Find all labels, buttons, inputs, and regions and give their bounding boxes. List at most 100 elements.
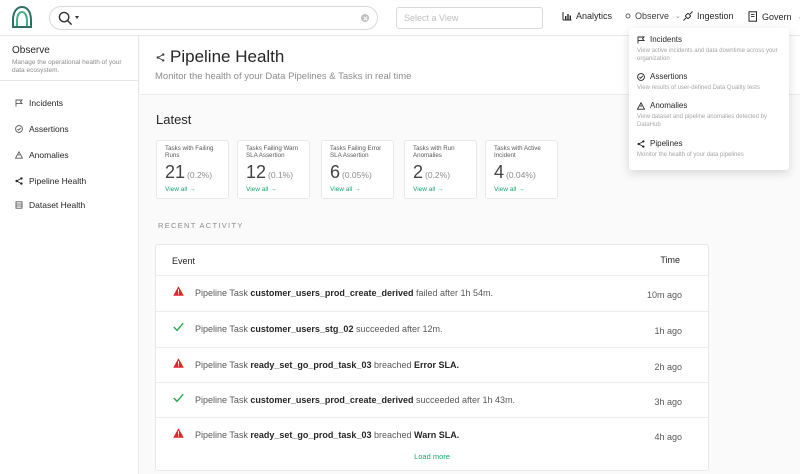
metric-value: 2 bbox=[413, 162, 424, 182]
sidebar-item-incidents[interactable]: Incidents bbox=[15, 98, 63, 108]
view-all-link[interactable]: View all → bbox=[165, 186, 196, 193]
page-subtitle: Monitor the health of your Data Pipeline… bbox=[155, 71, 412, 82]
flag-icon bbox=[15, 99, 23, 107]
event-text: Pipeline Task ready_set_go_prod_task_03 … bbox=[195, 360, 459, 370]
menu-item-title-row: Incidents bbox=[637, 35, 783, 44]
menu-item-pipelines[interactable]: Pipelines Monitor the health of your dat… bbox=[637, 139, 783, 160]
event-text: Pipeline Task customer_users_prod_create… bbox=[195, 395, 515, 405]
metric-card-active-incident: Tasks with Active Incident 4 (0.04%) View… bbox=[485, 140, 558, 199]
metric-label: Tasks with Run Anomalies bbox=[413, 145, 455, 159]
task-name[interactable]: customer_users_stg_02 bbox=[250, 324, 354, 334]
table-row[interactable]: Pipeline Task customer_users_prod_create… bbox=[156, 382, 708, 416]
check-circle-icon bbox=[15, 125, 23, 133]
event-detail: breached bbox=[373, 360, 412, 370]
metric-value: 6 bbox=[330, 162, 341, 182]
menu-item-assertions[interactable]: Assertions View results of user-defined … bbox=[637, 72, 783, 93]
warning-icon bbox=[15, 151, 23, 159]
nav-ingestion[interactable]: Ingestion bbox=[683, 11, 734, 21]
sidebar-item-assertions[interactable]: Assertions bbox=[15, 124, 69, 134]
nav-observe[interactable]: Observe ⌄ bbox=[625, 11, 681, 21]
event-detail: failed after 1h 54m. bbox=[416, 288, 494, 298]
menu-item-title-row: Pipelines bbox=[637, 139, 783, 148]
metric-card-warn-sla: Tasks Failing Warn SLA Assertion 12 (0.1%… bbox=[237, 140, 310, 199]
metric-card-error-sla: Tasks Failing Error SLA Assertion 6 (0.05… bbox=[321, 140, 394, 199]
sidebar-description: Manage the operational health of your da… bbox=[12, 59, 122, 74]
task-name[interactable]: ready_set_go_prod_task_03 bbox=[250, 360, 372, 370]
table-row[interactable]: Pipeline Task ready_set_go_prod_task_03 … bbox=[156, 347, 708, 381]
column-header-event: Event bbox=[172, 256, 196, 266]
chevron-down-icon: ⌄ bbox=[675, 13, 681, 20]
table-row[interactable]: Pipeline Task customer_users_stg_02 succ… bbox=[156, 311, 708, 345]
sidebar-item-dataset-health[interactable]: Dataset Health bbox=[15, 200, 85, 210]
view-all-link[interactable]: View all → bbox=[494, 186, 525, 193]
api-icon bbox=[683, 11, 693, 21]
page-title: Pipeline Health bbox=[170, 47, 285, 66]
menu-item-anomalies[interactable]: Anomalies View dataset and pipeline anom… bbox=[637, 101, 783, 129]
metric-value: 21 bbox=[165, 162, 186, 182]
metric-value: 12 bbox=[246, 162, 267, 182]
sidebar-item-label: Incidents bbox=[29, 98, 64, 108]
task-name[interactable]: customer_users_prod_create_derived bbox=[250, 288, 414, 298]
metric-label: Tasks Failing Error SLA Assertion bbox=[330, 145, 382, 159]
share-icon bbox=[15, 177, 23, 185]
sidebar-item-anomalies[interactable]: Anomalies bbox=[15, 150, 69, 160]
task-name[interactable]: customer_users_prod_create_derived bbox=[250, 395, 414, 405]
sidebar-item-pipeline-health[interactable]: Pipeline Health bbox=[15, 176, 86, 186]
success-check-icon bbox=[173, 322, 184, 332]
table-row[interactable]: Pipeline Task ready_set_go_prod_task_03 … bbox=[156, 417, 708, 451]
sidebar: Observe Manage the operational health of… bbox=[0, 36, 139, 474]
metric-label: Tasks with Active Incident bbox=[494, 145, 541, 159]
warning-icon bbox=[637, 101, 645, 110]
nav-govern-label: Govern bbox=[762, 11, 792, 22]
nav-analytics-label: Analytics bbox=[576, 11, 613, 21]
datahub-logo[interactable] bbox=[9, 5, 35, 31]
recent-activity-label: RECENT ACTIVITY bbox=[158, 221, 244, 230]
metric-value: 4 bbox=[494, 162, 505, 182]
view-all-link[interactable]: View all → bbox=[330, 186, 361, 193]
check-circle-icon bbox=[637, 72, 645, 81]
sidebar-divider bbox=[0, 80, 138, 81]
view-all-link[interactable]: View all → bbox=[246, 186, 277, 193]
recent-activity-table: Event Time Pipeline Task customer_users_… bbox=[155, 244, 709, 471]
nav-govern[interactable]: Govern ⌄ bbox=[748, 11, 800, 22]
menu-item-title: Anomalies bbox=[650, 101, 688, 110]
view-all-link[interactable]: View all → bbox=[413, 186, 444, 193]
event-prefix: Pipeline Task bbox=[195, 324, 248, 334]
bar-chart-icon bbox=[562, 12, 572, 21]
load-more-button[interactable]: Load more bbox=[414, 452, 450, 461]
menu-item-incidents[interactable]: Incidents View active incidents and data… bbox=[637, 35, 783, 63]
sla-type: Warn SLA. bbox=[414, 430, 460, 440]
error-triangle-icon bbox=[173, 358, 184, 368]
nav-ingestion-label: Ingestion bbox=[697, 11, 734, 21]
menu-item-title-row: Anomalies bbox=[637, 101, 783, 110]
search-icon bbox=[58, 11, 73, 26]
table-row[interactable]: Pipeline Task customer_users_prod_create… bbox=[156, 275, 708, 309]
metric-value-wrap: 12 (0.1%) bbox=[246, 162, 293, 183]
event-time: 1h ago bbox=[654, 326, 682, 336]
event-time: 10m ago bbox=[646, 290, 682, 300]
error-triangle-icon bbox=[173, 286, 184, 296]
metric-value-wrap: 4 (0.04%) bbox=[494, 162, 536, 183]
observe-dropdown-menu: Incidents View active incidents and data… bbox=[629, 28, 789, 170]
menu-item-title: Pipelines bbox=[650, 139, 683, 148]
task-name[interactable]: ready_set_go_prod_task_03 bbox=[250, 430, 372, 440]
top-header: Select a View Analytics Observe ⌄ Ingest… bbox=[0, 0, 800, 36]
menu-item-description: View results of user-defined Data Qualit… bbox=[637, 85, 760, 91]
metric-card-run-anomalies: Tasks with Run Anomalies 2 (0.2%) View al… bbox=[404, 140, 477, 199]
menu-item-description: Monitor the health of your data pipeline… bbox=[637, 152, 744, 158]
clear-search-icon[interactable] bbox=[361, 14, 369, 22]
search-input[interactable] bbox=[49, 6, 378, 30]
metric-value-wrap: 21 (0.2%) bbox=[165, 162, 212, 183]
sidebar-title: Observe bbox=[12, 45, 50, 56]
sidebar-item-label: Anomalies bbox=[29, 150, 69, 160]
metric-percent: (0.05%) bbox=[342, 170, 372, 180]
menu-item-description: View active incidents and data downtime … bbox=[637, 48, 778, 62]
metric-card-failing-runs: Tasks with Failing Runs 21 (0.2%) View al… bbox=[156, 140, 229, 199]
latest-heading: Latest bbox=[156, 112, 192, 127]
flag-icon bbox=[637, 36, 645, 43]
nav-analytics[interactable]: Analytics bbox=[562, 11, 612, 21]
sidebar-item-label: Assertions bbox=[29, 124, 69, 134]
view-select[interactable]: Select a View bbox=[396, 7, 543, 29]
search-type-caret[interactable] bbox=[75, 16, 79, 19]
chevron-down-icon: ⌄ bbox=[798, 13, 800, 21]
